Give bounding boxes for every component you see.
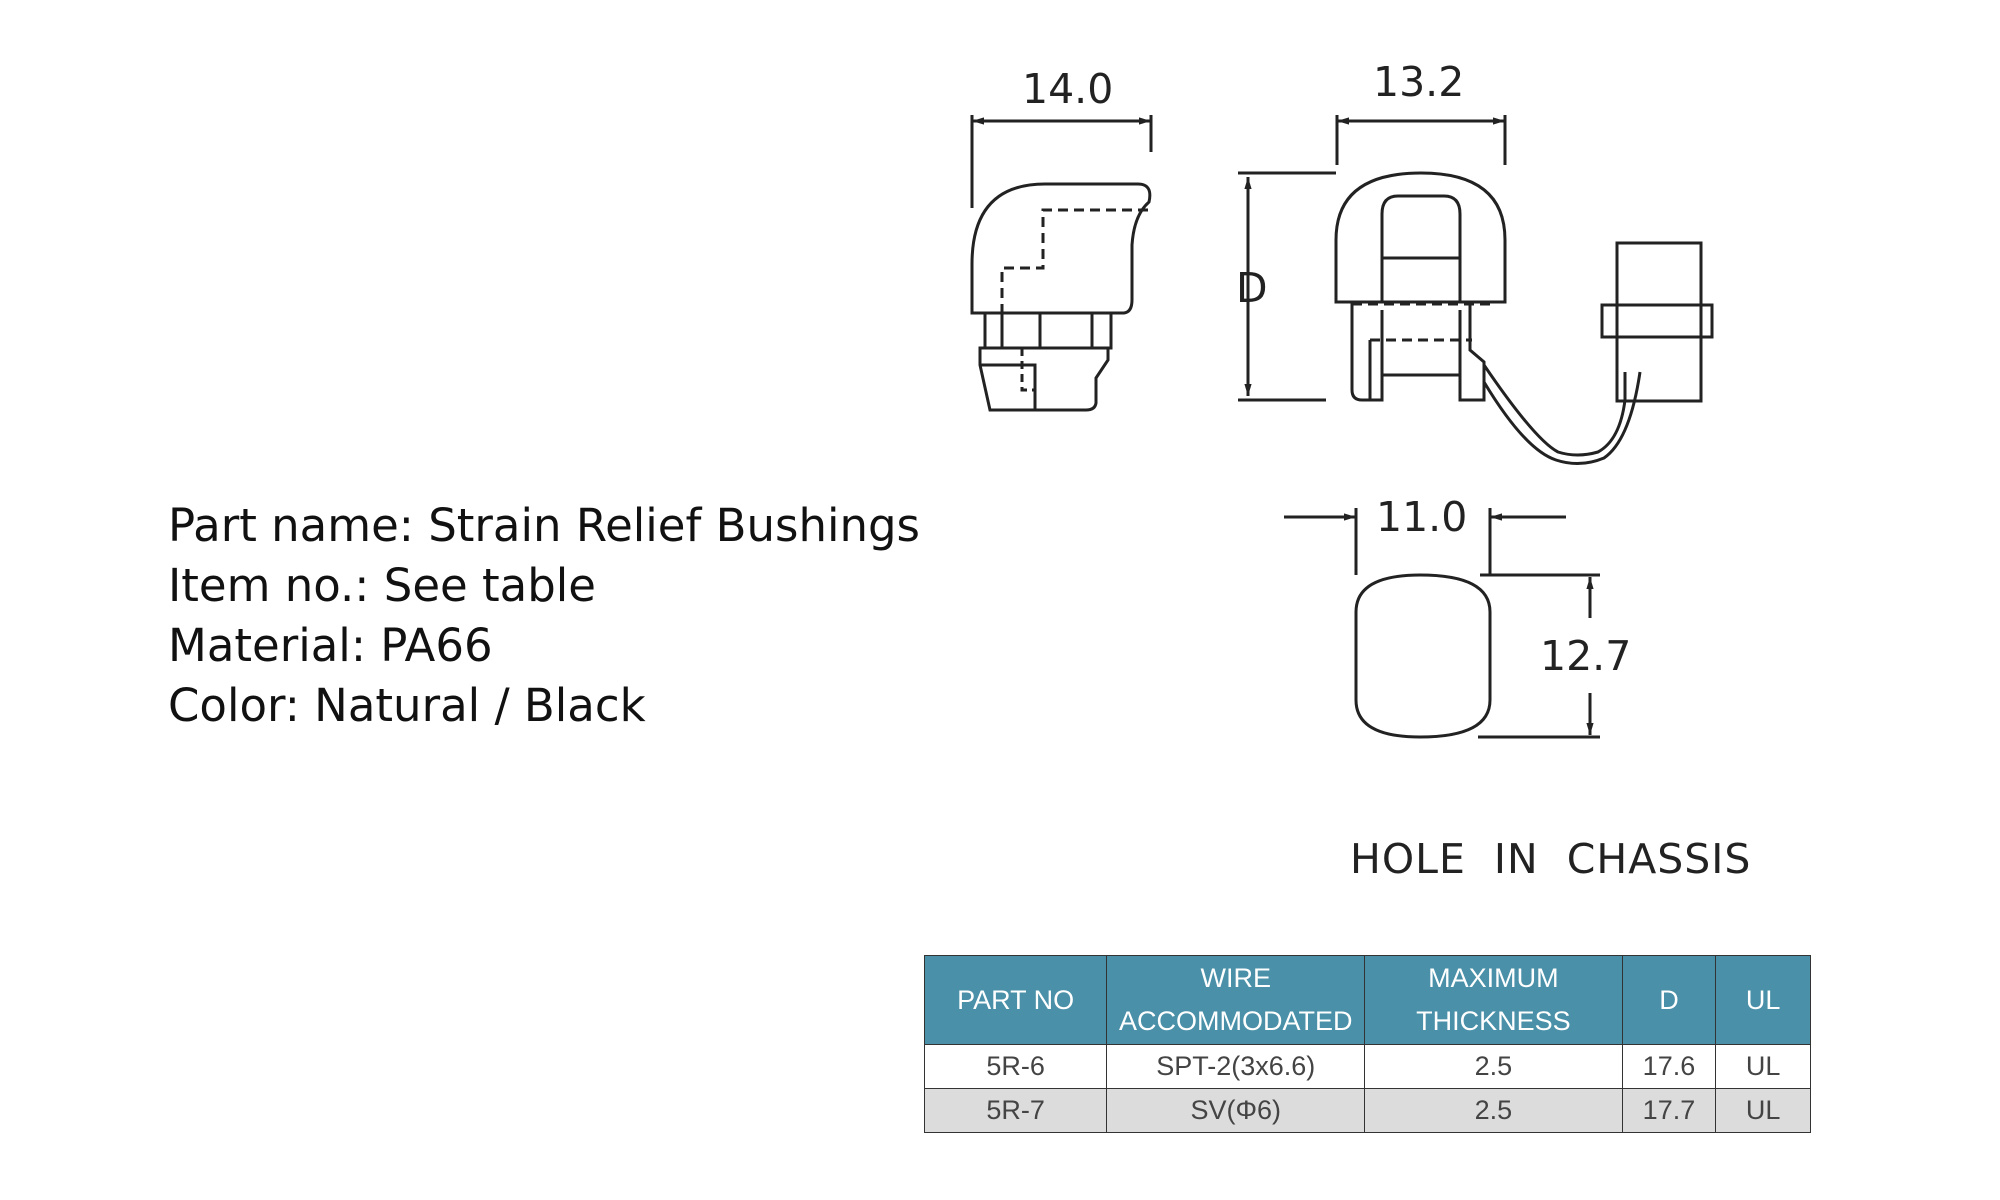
hole-caption: HOLE IN CHASSIS	[1350, 835, 1751, 883]
height-d-label: D	[1236, 264, 1268, 312]
side-width-label: 14.0	[1022, 65, 1113, 113]
front-view	[1238, 115, 1714, 465]
spec-table: PART NO WIRE ACCOMMODATED MAXIMUM THICKN…	[923, 955, 1811, 1133]
cell-ul: UL	[1715, 1088, 1811, 1133]
part-name-text: Part name: Strain Relief Bushings	[168, 499, 920, 552]
cell-d: 17.7	[1621, 1088, 1717, 1133]
item-no-text: Item no.: See table	[168, 559, 596, 612]
color-text: Color: Natural / Black	[168, 679, 646, 732]
cell-wire: SPT-2(3x6.6)	[1106, 1044, 1366, 1089]
cell-part-no: 5R-6	[923, 1044, 1108, 1089]
cell-thickness: 2.5	[1364, 1088, 1623, 1133]
front-width-label: 13.2	[1373, 58, 1464, 106]
header-part-no: PART NO	[923, 955, 1108, 1045]
header-wire-line1: WIRE	[1200, 963, 1272, 993]
hole-height-label: 12.7	[1540, 632, 1631, 680]
part-info: Part name: Strain Relief Bushings Item n…	[168, 496, 920, 736]
header-thickness-line1: MAXIMUM	[1428, 963, 1559, 993]
cell-ul: UL	[1715, 1044, 1811, 1089]
header-wire-accommodated: WIRE ACCOMMODATED	[1106, 955, 1366, 1045]
table-header-row: PART NO WIRE ACCOMMODATED MAXIMUM THICKN…	[923, 955, 1811, 1045]
cell-d: 17.6	[1621, 1044, 1717, 1089]
table-row: 5R-7 SV(Φ6) 2.5 17.7 UL	[923, 1088, 1811, 1133]
cell-thickness: 2.5	[1364, 1044, 1623, 1089]
header-d: D	[1621, 955, 1717, 1045]
hole-width-label: 11.0	[1376, 493, 1467, 541]
header-ul: UL	[1715, 955, 1811, 1045]
header-wire-line2: ACCOMMODATED	[1119, 1006, 1353, 1036]
cell-wire: SV(Φ6)	[1106, 1088, 1366, 1133]
material-text: Material: PA66	[168, 619, 493, 672]
header-maximum-thickness: MAXIMUM THICKNESS	[1364, 955, 1623, 1045]
side-view	[970, 115, 1153, 412]
hole-view	[1284, 508, 1600, 739]
cell-part-no: 5R-7	[923, 1088, 1108, 1133]
table-row: 5R-6 SPT-2(3x6.6) 2.5 17.6 UL	[923, 1044, 1811, 1089]
header-thickness-line2: THICKNESS	[1416, 1006, 1571, 1036]
chassis-hole-shape	[1354, 573, 1492, 739]
